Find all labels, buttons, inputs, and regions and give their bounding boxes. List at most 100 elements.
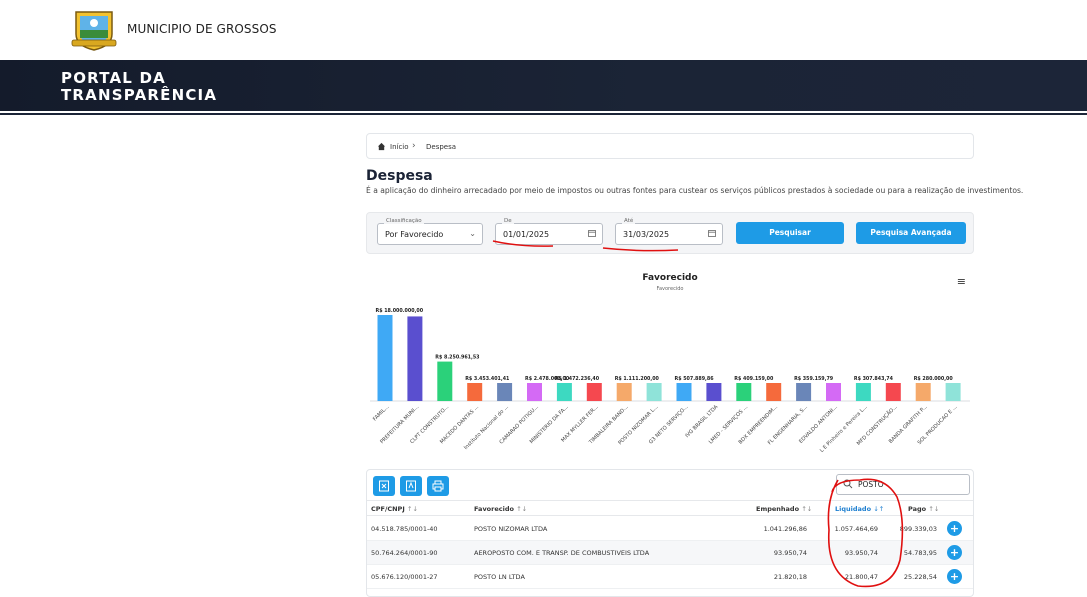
data-label: R$ 1.472.236,40 bbox=[555, 376, 600, 382]
portal-title-line2: TRANSPARÊNCIA bbox=[61, 86, 218, 104]
cell-cpf: 50.764.264/0001-90 bbox=[371, 549, 438, 557]
date-from-value: 01/01/2025 bbox=[503, 230, 550, 239]
col-pago[interactable]: Pago ↑↓ bbox=[908, 505, 939, 513]
bar[interactable] bbox=[586, 383, 602, 401]
date-to-label: Até bbox=[622, 218, 636, 224]
expand-row-button[interactable]: + bbox=[947, 521, 962, 536]
bar[interactable] bbox=[676, 383, 692, 401]
bar[interactable] bbox=[556, 383, 572, 401]
data-label: R$ 359.159,79 bbox=[794, 376, 834, 382]
calendar-icon[interactable] bbox=[588, 229, 596, 237]
bar[interactable] bbox=[706, 383, 722, 401]
search-button[interactable]: Pesquisar bbox=[736, 222, 844, 244]
bar[interactable] bbox=[855, 383, 871, 401]
col-liquidado[interactable]: Liquidado ↓↑ bbox=[835, 505, 884, 513]
portal-title[interactable]: PORTAL DA TRANSPARÊNCIA bbox=[61, 70, 217, 104]
chevron-right-icon: › bbox=[412, 141, 416, 151]
cell-pago: 54.783,95 bbox=[903, 549, 937, 557]
bar[interactable] bbox=[796, 383, 812, 401]
bar[interactable] bbox=[766, 383, 782, 401]
sort-icon: ↑↓ bbox=[928, 505, 940, 513]
bar[interactable] bbox=[377, 315, 393, 401]
filter-bar: Classificação Por Favorecido ⌄ De 01/01/… bbox=[366, 212, 974, 254]
classificacao-label: Classificação bbox=[384, 218, 424, 224]
cell-empenhado: 21.820,18 bbox=[773, 573, 807, 581]
data-label: R$ 1.111.200,00 bbox=[615, 376, 660, 382]
col-empenhado-label: Empenhado bbox=[756, 505, 800, 513]
bar[interactable] bbox=[407, 316, 423, 401]
sort-desc-icon: ↓↑ bbox=[873, 505, 885, 513]
classificacao-select[interactable]: Classificação Por Favorecido ⌄ bbox=[377, 218, 483, 245]
page-description: É a aplicação do dinheiro arrecadado por… bbox=[366, 186, 1024, 195]
data-label: R$ 8.250.961,53 bbox=[435, 355, 479, 361]
export-excel-button[interactable] bbox=[373, 476, 395, 496]
bar[interactable] bbox=[646, 383, 662, 401]
cell-favorecido: AEROPOSTO COM. E TRANSP. DE COMBUSTIVEIS… bbox=[474, 549, 650, 557]
bar[interactable] bbox=[885, 383, 901, 401]
advanced-search-button[interactable]: Pesquisa Avançada bbox=[856, 222, 966, 244]
chart-menu-icon[interactable]: ≡ bbox=[956, 275, 966, 288]
portal-banner: PORTAL DA TRANSPARÊNCIA bbox=[0, 60, 1087, 111]
cell-favorecido: POSTO NIZOMAR LTDA bbox=[474, 525, 548, 533]
calendar-icon[interactable] bbox=[708, 229, 716, 237]
col-cpf-label: CPF/CNPJ bbox=[371, 505, 405, 513]
bar[interactable] bbox=[736, 383, 752, 401]
bar[interactable] bbox=[616, 383, 632, 401]
breadcrumb-current: Despesa bbox=[426, 143, 457, 151]
chart-subtitle: Favorecido bbox=[656, 286, 684, 292]
results-table: POSTO CPF/CNPJ ↑↓ Favorecido ↑↓ Empenhad… bbox=[366, 469, 974, 597]
bar[interactable] bbox=[527, 383, 542, 401]
table-row[interactable]: 05.676.120/0001-27 POSTO LN LTDA 21.820,… bbox=[367, 565, 973, 589]
search-icon bbox=[843, 479, 853, 489]
bar[interactable] bbox=[915, 383, 931, 401]
printer-icon bbox=[432, 480, 444, 492]
data-label: R$ 280.000,00 bbox=[914, 376, 954, 382]
bar[interactable] bbox=[467, 383, 483, 401]
export-pdf-button[interactable] bbox=[400, 476, 422, 496]
bar[interactable] bbox=[826, 383, 841, 401]
bar[interactable] bbox=[945, 383, 961, 401]
sort-icon: ↑↓ bbox=[801, 505, 813, 513]
sort-icon: ↑↓ bbox=[516, 505, 528, 513]
expand-row-button[interactable]: + bbox=[947, 569, 962, 584]
bar[interactable] bbox=[497, 383, 513, 401]
data-label: R$ 18.000.000,00 bbox=[376, 308, 424, 314]
cell-cpf: 04.518.785/0001-40 bbox=[371, 525, 438, 533]
portal-title-line1: PORTAL DA bbox=[61, 69, 166, 87]
table-row[interactable]: 04.518.785/0001-40 POSTO NIZOMAR LTDA 1.… bbox=[367, 517, 973, 541]
col-pago-label: Pago bbox=[908, 505, 927, 513]
data-label: R$ 3.453.401,41 bbox=[465, 376, 509, 382]
search-query: POSTO bbox=[858, 480, 884, 489]
cell-cpf: 05.676.120/0001-27 bbox=[371, 573, 438, 581]
cell-pago: 25.228,54 bbox=[903, 573, 937, 581]
favorecido-chart: Favorecido Favorecido ≡ R$ 18.000.000,00… bbox=[366, 265, 974, 463]
bar[interactable] bbox=[437, 361, 453, 401]
print-button[interactable] bbox=[427, 476, 449, 496]
page-title: Despesa bbox=[366, 168, 433, 184]
municipality-crest-icon[interactable] bbox=[70, 6, 118, 52]
municipality-name: MUNICIPIO DE GROSSOS bbox=[127, 22, 277, 36]
expand-row-button[interactable]: + bbox=[947, 545, 962, 560]
cell-empenhado: 1.041.296,86 bbox=[763, 525, 807, 533]
col-empenhado[interactable]: Empenhado ↑↓ bbox=[756, 505, 812, 513]
home-icon[interactable] bbox=[377, 142, 386, 151]
col-cpf[interactable]: CPF/CNPJ ↑↓ bbox=[371, 505, 418, 513]
cell-empenhado: 93.950,74 bbox=[773, 549, 807, 557]
breadcrumb: Início › Despesa bbox=[366, 133, 974, 159]
date-from-input[interactable]: De 01/01/2025 bbox=[495, 218, 603, 245]
classificacao-value: Por Favorecido bbox=[385, 230, 444, 239]
excel-icon bbox=[379, 480, 389, 492]
cell-pago: 899.339,03 bbox=[899, 525, 937, 533]
date-to-value: 31/03/2025 bbox=[623, 230, 670, 239]
table-search-input[interactable]: POSTO bbox=[836, 474, 970, 495]
date-from-label: De bbox=[502, 218, 514, 224]
header-divider bbox=[0, 113, 1087, 115]
date-to-input[interactable]: Até 31/03/2025 bbox=[615, 218, 723, 245]
pdf-icon bbox=[406, 480, 416, 492]
top-header: MUNICIPIO DE GROSSOS bbox=[0, 0, 1087, 60]
breadcrumb-home[interactable]: Início bbox=[390, 143, 409, 151]
table-row[interactable]: 50.764.264/0001-90 AEROPOSTO COM. E TRAN… bbox=[367, 541, 973, 565]
data-label: R$ 2.478.000,00 bbox=[525, 376, 570, 382]
col-favorecido[interactable]: Favorecido ↑↓ bbox=[474, 505, 527, 513]
